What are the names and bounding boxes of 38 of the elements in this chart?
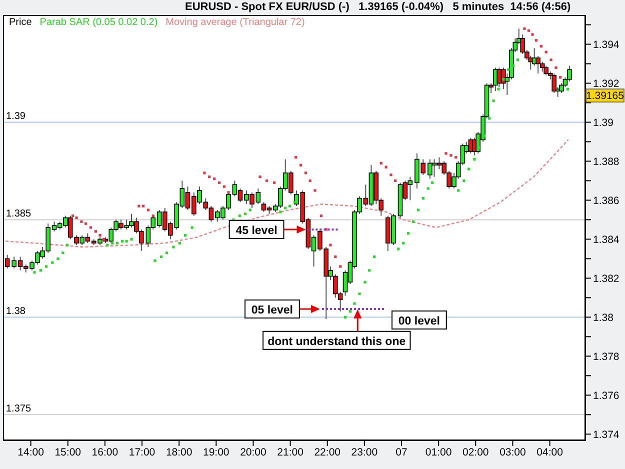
x-tick-label: 03:00 [500,446,526,458]
y-tick-label: 1.386 [593,194,620,207]
text: Moving average (Triangular 72) [166,17,305,28]
x-tick-label: 04:00 [536,446,564,458]
x-tick-label: 16:00 [92,446,118,458]
x-tick-label: 21:00 [277,446,304,458]
y-tick-label: 1.388 [593,156,620,168]
x-tick-label: 14:00 [18,446,44,458]
text: Price [9,17,32,28]
annotation: 05 level [251,304,293,316]
ref-line-label: 1.385 [6,208,32,220]
x-tick-label: 22:00 [314,446,341,458]
y-tick-label: 1.39 [593,116,614,129]
y-tick-label: 1.374 [593,428,620,441]
y-tick-label: 1.378 [593,350,620,363]
x-tick-label: 02:00 [462,446,489,458]
text: Parab SAR (0.05 0.02 0.2) [40,17,158,28]
annotation: dont understand this one [268,336,406,348]
annotation: 00 level [398,316,440,328]
x-tick-label: 17:00 [128,446,156,458]
y-tick-label: 1.38 [593,312,614,324]
x-tick-label: 23:00 [351,446,378,458]
ref-line-label: 1.38 [6,306,26,318]
x-tick-label: 07 [396,446,408,458]
y-tick-label: 1.394 [593,38,620,51]
y-tick-label: 1.392 [593,78,620,90]
chart-title: EURUSD - Spot FX EUR/USD (-) 1.39165 (-0.04%) 5 minutes 14:56 (4:56) [185,1,571,13]
y-tick-label: 1.384 [593,234,620,246]
x-tick-label: 15:00 [54,446,82,458]
ref-line-label: 1.375 [6,404,32,415]
x-tick-label: 18:00 [166,446,192,458]
x-tick-label: 01:00 [425,446,452,458]
x-tick-label: 19:00 [203,446,230,458]
y-tick-label: 1.382 [593,272,620,285]
y-tick-label: 1.376 [593,390,620,402]
ref-line-label: 1.39 [6,111,26,122]
annotation: 45 level [236,224,278,237]
x-tick-label: 20:00 [240,446,267,458]
